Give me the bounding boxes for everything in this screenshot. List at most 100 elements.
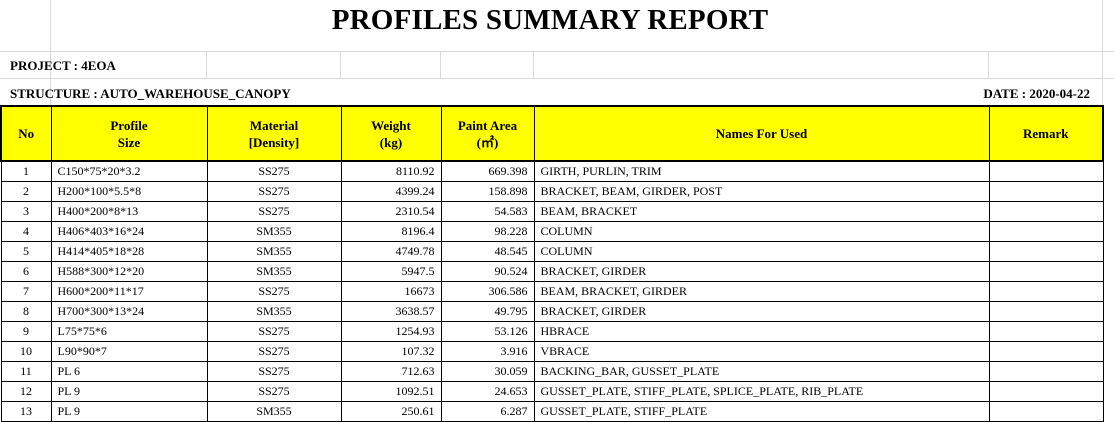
cell-no[interactable]: 4 bbox=[0, 221, 52, 242]
cell-material[interactable]: SS275 bbox=[206, 321, 342, 342]
cell-names-for-used[interactable]: BEAM, BRACKET, GIRDER bbox=[533, 281, 990, 302]
cell-paint-area[interactable]: 53.126 bbox=[440, 321, 535, 342]
cell-weight[interactable]: 8110.92 bbox=[340, 160, 442, 182]
cell-names-for-used[interactable]: BRACKET, BEAM, GIRDER, POST bbox=[533, 181, 990, 202]
cell-material[interactable]: SS275 bbox=[206, 281, 342, 302]
cell-profile-size[interactable]: C150*75*20*3.2 bbox=[50, 160, 208, 182]
cell-material[interactable]: SS275 bbox=[206, 181, 342, 202]
cell-profile-size[interactable]: PL 6 bbox=[50, 361, 208, 382]
cell-remark[interactable] bbox=[988, 261, 1104, 282]
cell-profile-size[interactable]: L75*75*6 bbox=[50, 321, 208, 342]
cell-paint-area[interactable]: 98.228 bbox=[440, 221, 535, 242]
cell-profile-size[interactable]: PL 9 bbox=[50, 401, 208, 422]
cell-weight[interactable]: 1092.51 bbox=[340, 381, 442, 402]
cell-material[interactable]: SM355 bbox=[206, 261, 342, 282]
cell-remark[interactable] bbox=[988, 181, 1104, 202]
cell-remark[interactable] bbox=[988, 301, 1104, 322]
cell-remark[interactable] bbox=[988, 221, 1104, 242]
cell-names-for-used[interactable]: BEAM, BRACKET bbox=[533, 201, 990, 222]
cell-profile-size[interactable]: L90*90*7 bbox=[50, 341, 208, 362]
cell-names-for-used[interactable]: COLUMN bbox=[533, 241, 990, 262]
cell-no[interactable]: 2 bbox=[0, 181, 52, 202]
cell-profile-size[interactable]: H588*300*12*20 bbox=[50, 261, 208, 282]
cell-paint-area[interactable]: 669.398 bbox=[440, 160, 535, 182]
cell-weight[interactable]: 16673 bbox=[340, 281, 442, 302]
cell-no[interactable]: 3 bbox=[0, 201, 52, 222]
cell-names-for-used[interactable]: GIRTH, PURLIN, TRIM bbox=[533, 160, 990, 182]
cell-names-for-used[interactable]: BACKING_BAR, GUSSET_PLATE bbox=[533, 361, 990, 382]
cell-weight[interactable]: 1254.93 bbox=[340, 321, 442, 342]
cell-names-for-used[interactable]: BRACKET, GIRDER bbox=[533, 301, 990, 322]
cell-remark[interactable] bbox=[988, 361, 1104, 382]
cell-material[interactable]: SS275 bbox=[206, 381, 342, 402]
cell-weight[interactable]: 8196.4 bbox=[340, 221, 442, 242]
cell-remark[interactable] bbox=[988, 401, 1104, 422]
cell-material[interactable]: SS275 bbox=[206, 201, 342, 222]
cell-material[interactable]: SM355 bbox=[206, 401, 342, 422]
cell-no[interactable]: 8 bbox=[0, 301, 52, 322]
cell-profile-size[interactable]: H406*403*16*24 bbox=[50, 221, 208, 242]
cell-weight[interactable]: 3638.57 bbox=[340, 301, 442, 322]
cell-no[interactable]: 12 bbox=[0, 381, 52, 402]
cell-profile-size[interactable]: H700*300*13*24 bbox=[50, 301, 208, 322]
column-header-weight[interactable]: Weight (kg) bbox=[340, 105, 442, 162]
cell-material[interactable]: SS275 bbox=[206, 160, 342, 182]
column-header-remark[interactable]: Remark bbox=[988, 105, 1104, 162]
cell-weight[interactable]: 4399.24 bbox=[340, 181, 442, 202]
cell-remark[interactable] bbox=[988, 341, 1104, 362]
cell-no[interactable]: 10 bbox=[0, 341, 52, 362]
cell-profile-size[interactable]: PL 9 bbox=[50, 381, 208, 402]
cell-names-for-used[interactable]: BRACKET, GIRDER bbox=[533, 261, 990, 282]
cell-paint-area[interactable]: 306.586 bbox=[440, 281, 535, 302]
cell-paint-area[interactable]: 48.545 bbox=[440, 241, 535, 262]
cell-no[interactable]: 13 bbox=[0, 401, 52, 422]
column-header-names-for-used[interactable]: Names For Used bbox=[533, 105, 990, 162]
cell-paint-area[interactable]: 90.524 bbox=[440, 261, 535, 282]
cell-remark[interactable] bbox=[988, 241, 1104, 262]
cell-remark[interactable] bbox=[988, 281, 1104, 302]
cell-no[interactable]: 9 bbox=[0, 321, 52, 342]
cell-material[interactable]: SM355 bbox=[206, 241, 342, 262]
cell-no[interactable]: 11 bbox=[0, 361, 52, 382]
cell-weight[interactable]: 107.32 bbox=[340, 341, 442, 362]
cell-names-for-used[interactable]: COLUMN bbox=[533, 221, 990, 242]
cell-material[interactable]: SS275 bbox=[206, 341, 342, 362]
cell-weight[interactable]: 712.63 bbox=[340, 361, 442, 382]
cell-names-for-used[interactable]: GUSSET_PLATE, STIFF_PLATE, SPLICE_PLATE,… bbox=[533, 381, 990, 402]
cell-remark[interactable] bbox=[988, 160, 1104, 182]
cell-profile-size[interactable]: H400*200*8*13 bbox=[50, 201, 208, 222]
cell-weight[interactable]: 5947.5 bbox=[340, 261, 442, 282]
cell-paint-area[interactable]: 158.898 bbox=[440, 181, 535, 202]
column-header-no[interactable]: No bbox=[0, 105, 52, 162]
cell-paint-area[interactable]: 49.795 bbox=[440, 301, 535, 322]
cell-remark[interactable] bbox=[988, 321, 1104, 342]
cell-profile-size[interactable]: H600*200*11*17 bbox=[50, 281, 208, 302]
cell-no[interactable]: 7 bbox=[0, 281, 52, 302]
cell-paint-area[interactable]: 6.287 bbox=[440, 401, 535, 422]
cell-names-for-used[interactable]: VBRACE bbox=[533, 341, 990, 362]
profiles-table: No Profile Size Material [Density] Weight(… bbox=[0, 105, 1104, 422]
cell-material[interactable]: SS275 bbox=[206, 361, 342, 382]
cell-weight[interactable]: 250.61 bbox=[340, 401, 442, 422]
cell-weight[interactable]: 2310.54 bbox=[340, 201, 442, 222]
cell-no[interactable]: 5 bbox=[0, 241, 52, 262]
column-header-material[interactable]: Material [Density] bbox=[206, 105, 342, 162]
cell-remark[interactable] bbox=[988, 201, 1104, 222]
cell-material[interactable]: SM355 bbox=[206, 221, 342, 242]
cell-paint-area[interactable]: 24.653 bbox=[440, 381, 535, 402]
grid-line bbox=[340, 51, 341, 78]
cell-profile-size[interactable]: H414*405*18*28 bbox=[50, 241, 208, 262]
column-header-profile-size[interactable]: Profile Size bbox=[50, 105, 208, 162]
column-header-paint-area[interactable]: Paint Area (㎡) bbox=[440, 105, 535, 162]
cell-no[interactable]: 1 bbox=[0, 160, 52, 182]
cell-remark[interactable] bbox=[988, 381, 1104, 402]
cell-names-for-used[interactable]: GUSSET_PLATE, STIFF_PLATE bbox=[533, 401, 990, 422]
cell-material[interactable]: SM355 bbox=[206, 301, 342, 322]
cell-names-for-used[interactable]: HBRACE bbox=[533, 321, 990, 342]
cell-paint-area[interactable]: 30.059 bbox=[440, 361, 535, 382]
cell-weight[interactable]: 4749.78 bbox=[340, 241, 442, 262]
cell-no[interactable]: 6 bbox=[0, 261, 52, 282]
cell-paint-area[interactable]: 3.916 bbox=[440, 341, 535, 362]
cell-profile-size[interactable]: H200*100*5.5*8 bbox=[50, 181, 208, 202]
cell-paint-area[interactable]: 54.583 bbox=[440, 201, 535, 222]
